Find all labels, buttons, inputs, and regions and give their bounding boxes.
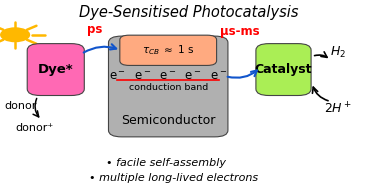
Text: ps: ps: [87, 23, 102, 36]
Text: donor⁺: donor⁺: [15, 123, 53, 133]
FancyBboxPatch shape: [256, 44, 311, 96]
Text: $\tau_{CB}$ $\approx$ 1 s: $\tau_{CB}$ $\approx$ 1 s: [142, 43, 195, 57]
Text: $H_2$: $H_2$: [330, 45, 346, 60]
Text: μs-ms: μs-ms: [220, 24, 260, 38]
Text: $2H^+$: $2H^+$: [324, 101, 352, 117]
FancyBboxPatch shape: [27, 44, 84, 96]
Text: donor: donor: [5, 101, 37, 111]
FancyBboxPatch shape: [120, 35, 217, 65]
Text: conduction band: conduction band: [129, 83, 208, 92]
Text: Dye-Sensitised Photocatalysis: Dye-Sensitised Photocatalysis: [79, 5, 299, 20]
Text: • facile self-assembly: • facile self-assembly: [106, 158, 226, 168]
Text: Semiconductor: Semiconductor: [121, 114, 215, 127]
Text: e$^-$  e$^-$  e$^-$  e$^-$  e$^-$: e$^-$ e$^-$ e$^-$ e$^-$ e$^-$: [109, 70, 227, 83]
Circle shape: [0, 27, 30, 42]
Text: • multiple long-lived electrons: • multiple long-lived electrons: [89, 173, 259, 183]
Text: Dye*: Dye*: [38, 63, 74, 76]
FancyBboxPatch shape: [108, 36, 228, 137]
Text: Catalyst: Catalyst: [255, 63, 312, 76]
